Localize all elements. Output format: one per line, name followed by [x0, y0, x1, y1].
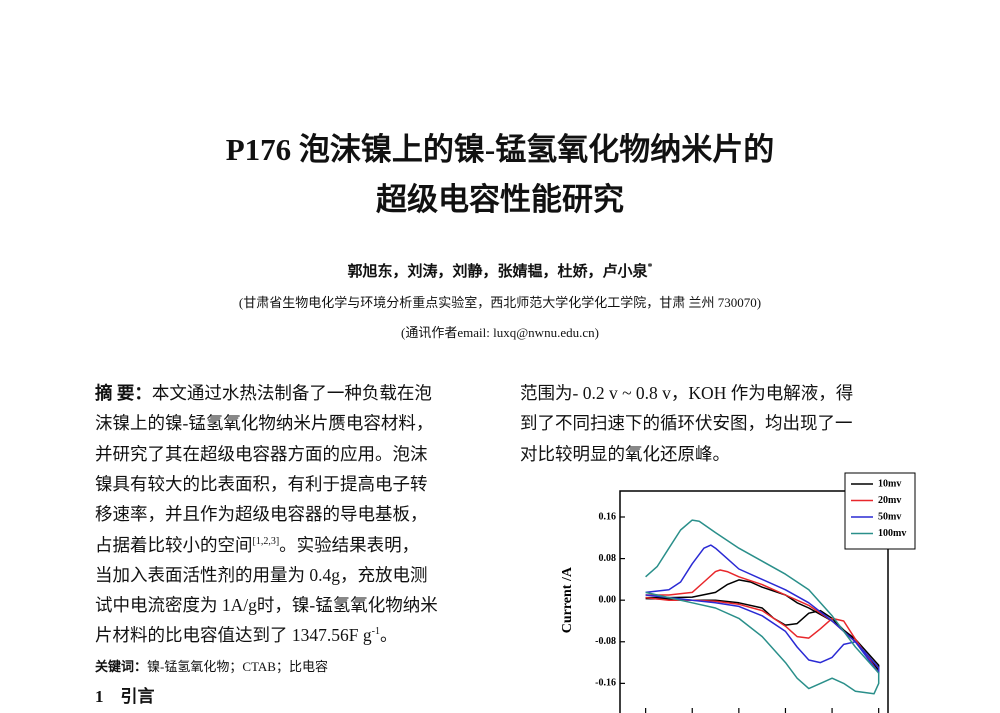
- legend-label: 50mv: [878, 511, 901, 522]
- cv-curve: [645, 569, 880, 674]
- abstract-line: 镍具有较大的比表面积，有利于提高电子转: [95, 471, 428, 496]
- abstract-text: [1,2,3]: [252, 535, 280, 547]
- abstract-line: 移速率，并且作为超级电容器的导电基板，: [95, 501, 428, 526]
- abstract-line: 片材料的比电容值达到了 1347.56F g-1。: [95, 622, 397, 647]
- authors: 郭旭东，刘涛，刘静，张婧韫，杜娇，卢小泉: [347, 264, 648, 280]
- legend-label: 10mv: [878, 478, 901, 489]
- abstract-line: 占据着比较小的空间[1,2,3]。实验结果表明，: [95, 532, 419, 557]
- y-tick-label: 0.00: [599, 594, 617, 605]
- title-line: 超级电容性能研究: [376, 182, 624, 217]
- abstract-text: 并研究了其在超级电容器方面的应用。泡沫: [95, 443, 428, 464]
- abstract-text: 镍具有较大的比表面积，有利于提高电子转: [95, 473, 428, 494]
- y-tick-label: -0.08: [595, 636, 616, 647]
- abstract-line: 并研究了其在超级电容器方面的应用。泡沫: [95, 441, 428, 466]
- abstract-line: 沫镍上的镍-锰氢氧化物纳米片赝电容材料，: [95, 410, 433, 435]
- keywords-text: 镍-锰氢氧化物；CTAB；比电容: [147, 659, 328, 674]
- abstract-text: 片材料的比电容值达到了 1347.56F g: [95, 625, 372, 646]
- right-line: 对比较明显的氧化还原峰。: [520, 443, 730, 464]
- abstract-line: 试中电流密度为 1A/g时，镍-锰氢氧化物纳米: [95, 592, 438, 617]
- legend-label: 20mv: [878, 495, 901, 506]
- cv-curve: [645, 544, 880, 674]
- keywords: 关键词：镍-锰氢氧化物；CTAB；比电容: [95, 656, 328, 675]
- abstract-label: 摘 要：: [95, 383, 152, 403]
- cv-curve: [645, 519, 880, 695]
- abstract-line: 当加入表面活性剂的用量为 0.4g，充放电测: [95, 562, 428, 587]
- legend-label: 100mv: [878, 528, 906, 539]
- abstract-text: 占据着比较小的空间: [95, 534, 253, 555]
- abstract-text: 。: [379, 625, 398, 646]
- y-tick-label: -0.16: [595, 678, 616, 689]
- right-line: 到了不同扫速下的循环伏安图，均出现了一: [520, 413, 853, 434]
- title-line: P176 泡沫镍上的镍-锰氢氧化物纳米片的: [225, 132, 775, 167]
- plot-frame: [619, 490, 889, 713]
- y-tick-label: 0.08: [599, 553, 617, 564]
- y-axis-label: Current /A: [560, 566, 575, 633]
- abstract-text: 本文通过水热法制备了一种负载在泡: [151, 383, 432, 403]
- abstract-line: 摘 要：本文通过水热法制备了一种负载在泡: [95, 380, 432, 405]
- email: (通讯作者email: luxq@nwnu.edu.cn): [401, 325, 599, 340]
- abstract-text: 移速率，并且作为超级电容器的导电基板，: [95, 504, 428, 525]
- authors-line: 郭旭东，刘涛，刘静，张婧韫，杜娇，卢小泉*: [0, 260, 1000, 281]
- abstract-text: -1: [371, 626, 380, 638]
- abstract-text: 当加入表面活性剂的用量为 0.4g，充放电测: [95, 564, 428, 585]
- corresponding-mark: *: [647, 262, 653, 273]
- keywords-label: 关键词：: [95, 659, 148, 674]
- y-tick-label: 0.16: [599, 511, 617, 522]
- abstract-text: 沫镍上的镍-锰氢氧化物纳米片赝电容材料，: [95, 413, 434, 434]
- legend-box: [844, 472, 916, 550]
- right-line: 范围为- 0.2 v ~ 0.8 v，KOH 作为电解液，得: [520, 383, 854, 403]
- abstract-text: 。实验结果表明，: [279, 534, 420, 555]
- affiliation: (甘肃省生物电化学与环境分析重点实验室，西北师范大学化学化工学院，甘肃 兰州 7…: [238, 295, 762, 310]
- section-heading: 1 引言: [95, 687, 155, 706]
- abstract-text: 试中电流密度为 1A/g时，镍-锰氢氧化物纳米: [95, 595, 438, 616]
